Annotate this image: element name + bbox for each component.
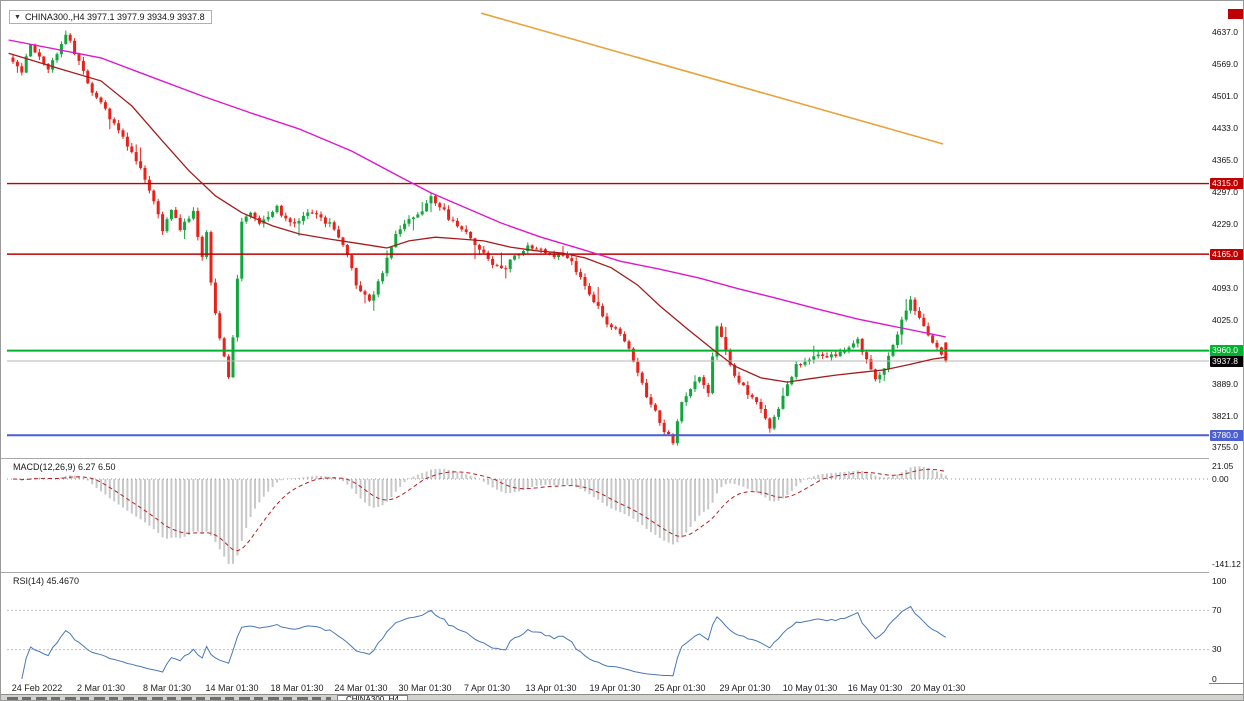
price-axis-label: 30	[1212, 644, 1222, 655]
time-axis-label: 7 Apr 01:30	[463, 683, 511, 693]
time-axis-label: 16 May 01:30	[847, 683, 903, 693]
chart-tabs-bar: CHINA300.,H4	[1, 694, 1243, 701]
time-axis-label: 19 Apr 01:30	[589, 683, 641, 693]
axis-tick-marks	[36, 31, 1213, 686]
panel-frame	[1, 1, 1243, 684]
time-axis-label: 24 Mar 01:30	[334, 683, 388, 693]
tabbar-empty-space	[408, 695, 1243, 700]
time-axis-label: 10 May 01:30	[782, 683, 838, 693]
price-axis-label: 4093.0	[1212, 282, 1238, 293]
price-axis-label: 4297.0	[1212, 186, 1238, 197]
price-axis-label: -141.12	[1212, 558, 1241, 569]
price-axis-label: 4365.0	[1212, 154, 1238, 165]
macd-signal-line	[12, 468, 946, 552]
price-axis-label: 4025.0	[1212, 314, 1238, 325]
price-axis-label: 100	[1212, 575, 1227, 586]
time-axis[interactable]: 24 Feb 2022 2 Mar 01:30 8 Mar 01:30 14 Mar …	[1, 683, 1209, 694]
tab-text-placeholder	[7, 697, 331, 700]
price-axis-label: 4229.0	[1212, 218, 1238, 229]
price-axis-label: 0	[1212, 673, 1217, 684]
time-axis-label: 24 Feb 2022	[11, 683, 63, 693]
horizontal-level-lines[interactable]	[7, 182, 1209, 437]
price-level-label: 3960.0	[1210, 345, 1243, 357]
inactive-chart-tabs[interactable]	[1, 695, 337, 700]
price-level-label: 4315.0	[1210, 178, 1243, 190]
macd-histogram	[7, 466, 1209, 564]
active-chart-tab[interactable]: CHINA300.,H4	[337, 695, 408, 701]
time-axis-label: 29 Apr 01:30	[719, 683, 771, 693]
rsi-line	[7, 605, 1209, 680]
price-axis-label: 4501.0	[1212, 90, 1238, 101]
chevron-down-icon: ▼	[14, 13, 21, 21]
price-axis-label: 4433.0	[1212, 122, 1238, 133]
price-level-label: 3937.8	[1210, 355, 1243, 367]
price-axis-label: 4637.0	[1212, 26, 1238, 37]
time-axis-label: 8 Mar 01:30	[142, 683, 192, 693]
clipped-price-label	[1228, 9, 1243, 19]
time-axis-label: 20 May 01:30	[910, 683, 966, 693]
candlesticks	[11, 30, 948, 446]
time-axis-label: 30 Mar 01:30	[398, 683, 452, 693]
moving-average-lines	[8, 39, 946, 383]
time-axis-label: 18 Mar 01:30	[270, 683, 324, 693]
price-axis-label: 70	[1212, 604, 1222, 615]
price-level-label: 3780.0	[1210, 429, 1243, 441]
time-axis-label: 14 Mar 01:30	[205, 683, 259, 693]
price-axis-label: 0.00	[1212, 473, 1229, 484]
time-axis-label: 2 Mar 01:30	[76, 683, 126, 693]
price-axis-label: 3755.0	[1212, 441, 1238, 452]
time-axis-label: 13 Apr 01:30	[525, 683, 577, 693]
price-axis-label: 3889.0	[1212, 378, 1238, 389]
symbol-ohlc-box[interactable]: ▼ CHINA300.,H4 3977.1 3977.9 3934.9 3937…	[9, 10, 212, 24]
price-axis-label: 3821.0	[1212, 410, 1238, 421]
trendline-orange[interactable]	[480, 12, 944, 145]
symbol-ohlc-text: CHINA300.,H4 3977.1 3977.9 3934.9 3937.8	[24, 12, 205, 22]
rsi-indicator-label: RSI(14) 45.4670	[13, 576, 80, 586]
time-axis-label: 25 Apr 01:30	[654, 683, 706, 693]
price-axis-label: 21.05	[1212, 460, 1234, 471]
active-tab-label: CHINA300.,H4	[346, 695, 399, 701]
macd-indicator-label: MACD(12,26,9) 6.27 6.50	[13, 462, 116, 472]
price-level-label: 4165.0	[1210, 248, 1243, 260]
price-axis-label: 4569.0	[1212, 58, 1238, 69]
price-axis[interactable]: 4637.0 4569.0 4501.0 4433.0 4365.0 4297.0 4229…	[1209, 1, 1243, 684]
